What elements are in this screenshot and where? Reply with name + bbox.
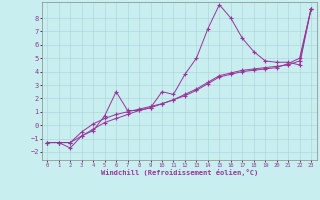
X-axis label: Windchill (Refroidissement éolien,°C): Windchill (Refroidissement éolien,°C) xyxy=(100,169,258,176)
